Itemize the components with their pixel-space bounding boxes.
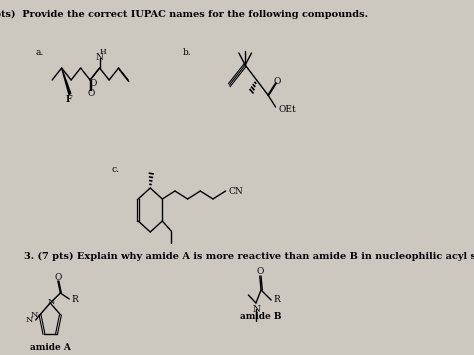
Text: R: R — [273, 295, 280, 305]
Text: R: R — [71, 295, 78, 304]
Text: O: O — [90, 78, 97, 87]
Text: O: O — [55, 273, 62, 282]
Text: 2. (9 pts)  Provide the correct IUPAC names for the following compounds.: 2. (9 pts) Provide the correct IUPAC nam… — [0, 10, 368, 19]
Text: N: N — [31, 311, 38, 319]
Text: H: H — [100, 48, 106, 56]
Text: N: N — [26, 316, 33, 324]
Polygon shape — [62, 68, 71, 95]
Text: OEt: OEt — [278, 104, 296, 114]
Text: 3. (7 pts) Explain why amide A is more reactive than amide B in nucleophilic acy: 3. (7 pts) Explain why amide A is more r… — [24, 252, 474, 261]
Text: a.: a. — [35, 48, 43, 57]
Text: N: N — [252, 305, 260, 314]
Text: F: F — [65, 95, 72, 104]
Text: CN: CN — [228, 186, 243, 196]
Text: O: O — [87, 89, 94, 98]
Text: N: N — [96, 54, 103, 62]
Text: N: N — [47, 298, 55, 306]
Text: O: O — [257, 268, 264, 277]
Text: amide B: amide B — [240, 312, 282, 321]
Text: amide A: amide A — [30, 343, 71, 352]
Text: c.: c. — [111, 165, 119, 174]
Text: O: O — [273, 76, 281, 86]
Text: b.: b. — [183, 48, 192, 57]
